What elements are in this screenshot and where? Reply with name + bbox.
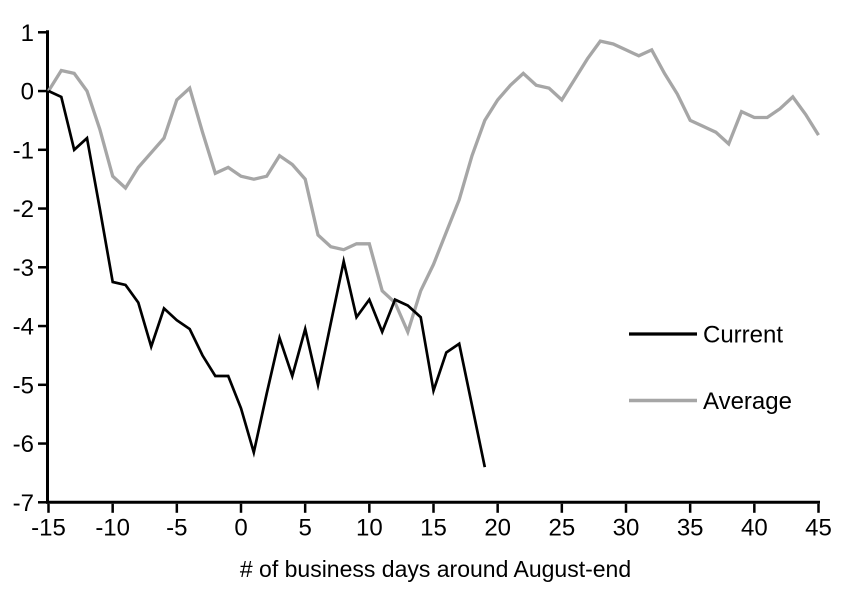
- x-tick-label: 0: [234, 514, 247, 541]
- x-axis-title: # of business days around August-end: [240, 556, 631, 582]
- y-tick-label: -7: [13, 490, 34, 517]
- y-tick-label: -5: [13, 372, 34, 399]
- legend-label-average: Average: [703, 388, 792, 415]
- y-tick-label: -1: [13, 137, 34, 164]
- x-tick-label: 25: [548, 514, 575, 541]
- series-current-line: [47, 89, 487, 468]
- series-average-line: [47, 39, 820, 337]
- legend-label-current: Current: [703, 322, 783, 349]
- y-tick-label: -2: [13, 196, 34, 223]
- x-tick-label: 45: [805, 514, 832, 541]
- x-tick-label: 20: [484, 514, 511, 541]
- y-tick-label: 1: [21, 20, 34, 47]
- y-tick-label: -3: [13, 255, 34, 282]
- x-tick-label: -15: [31, 514, 66, 541]
- y-tick-label: 0: [21, 79, 34, 106]
- x-tick-label: 40: [741, 514, 768, 541]
- x-tick-label: 10: [356, 514, 383, 541]
- x-tick-label: 30: [613, 514, 640, 541]
- x-tick-label: -10: [95, 514, 130, 541]
- y-tick-label: -4: [13, 314, 34, 341]
- x-tick-label: 5: [298, 514, 311, 541]
- y-tick-label: -6: [13, 431, 34, 458]
- x-tick-label: 15: [420, 514, 447, 541]
- x-tick-label: -5: [166, 514, 187, 541]
- x-tick-label: 35: [677, 514, 704, 541]
